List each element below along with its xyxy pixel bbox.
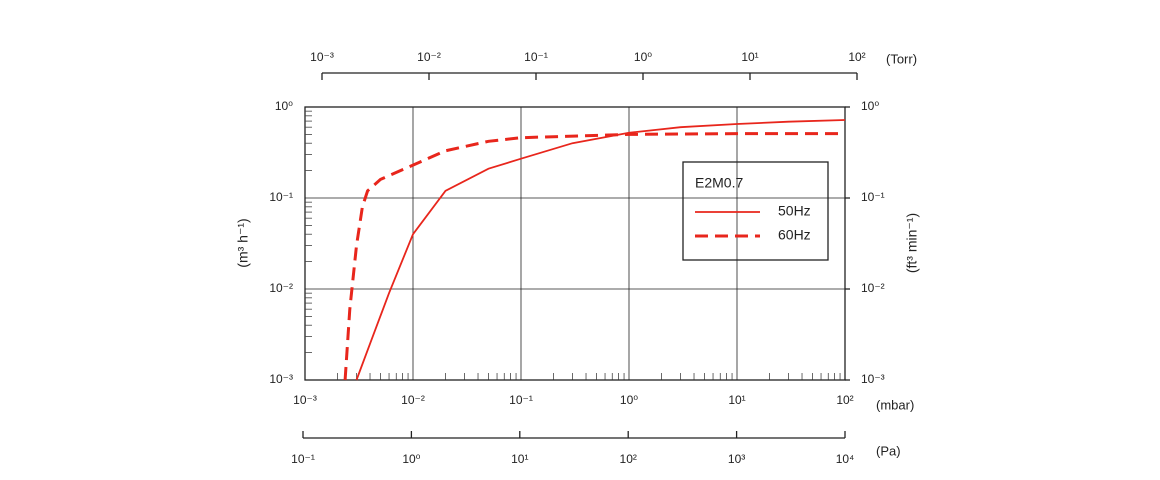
top_axis-tick-label: 10⁻² <box>417 50 441 64</box>
pa_axis-tick-label: 10⁰ <box>402 452 420 466</box>
y2-tick-label: 10⁻² <box>861 281 885 295</box>
top_axis-tick-label: 10¹ <box>741 50 758 64</box>
y2-tick-label: 10⁻¹ <box>861 190 885 204</box>
legend-title: E2M0.7 <box>695 175 743 191</box>
y-tick-label: 10⁰ <box>275 99 293 113</box>
pa_axis-tick-label: 10¹ <box>511 452 528 466</box>
y-tick-label: 10⁻² <box>269 281 293 295</box>
top_axis-tick-label: 10⁰ <box>634 50 652 64</box>
legend-label: 50Hz <box>778 203 811 219</box>
x-tick-label: 10² <box>836 393 853 407</box>
y2-tick-label: 10⁰ <box>861 99 879 113</box>
x-tick-label: 10⁻² <box>401 393 425 407</box>
x-tick-label: 10⁻³ <box>293 393 317 407</box>
x-axis-label: (mbar) <box>876 397 914 412</box>
pa_axis-tick-label: 10⁴ <box>836 452 855 466</box>
y-axis-label: (m³ h⁻¹) <box>235 218 251 267</box>
top_axis-tick-label: 10⁻³ <box>310 50 334 64</box>
y2-tick-label: 10⁻³ <box>861 372 885 386</box>
top_axis-tick-label: 10² <box>848 50 865 64</box>
x-tick-label: 10¹ <box>728 393 745 407</box>
x-tick-label: 10⁰ <box>620 393 638 407</box>
pa_axis-tick-label: 10³ <box>728 452 745 466</box>
pa-axis-label: (Pa) <box>876 443 901 458</box>
top-axis-label: (Torr) <box>886 51 917 66</box>
legend-label: 60Hz <box>778 227 811 243</box>
top_axis-tick-label: 10⁻¹ <box>524 50 548 64</box>
pa_axis-tick-label: 10⁻¹ <box>291 452 315 466</box>
pa_axis-tick-label: 10² <box>620 452 637 466</box>
series-line <box>355 119 846 381</box>
y2-axis-label: (ft³ min⁻¹) <box>904 213 920 273</box>
x-tick-label: 10⁻¹ <box>509 393 533 407</box>
y-tick-label: 10⁻³ <box>269 372 293 386</box>
legend-box <box>682 161 829 261</box>
series-line <box>343 132 845 381</box>
y-tick-label: 10⁻¹ <box>269 190 293 204</box>
